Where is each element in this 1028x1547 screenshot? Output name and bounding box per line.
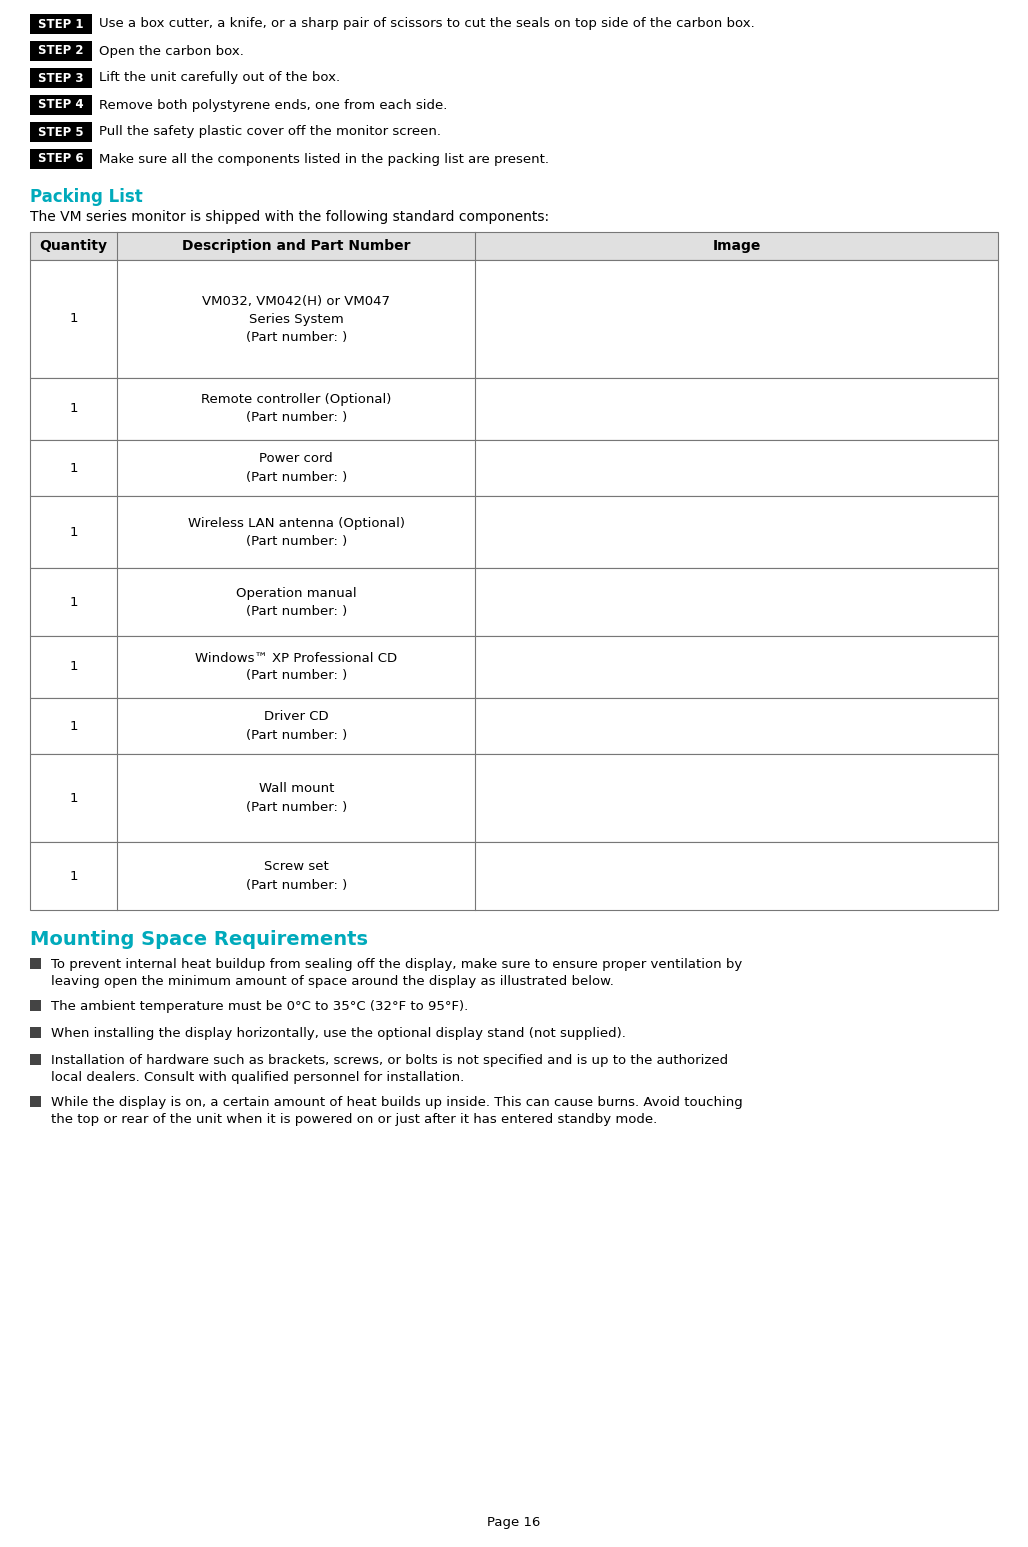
Text: Pull the safety plastic cover off the monitor screen.: Pull the safety plastic cover off the mo… [99, 125, 441, 139]
Text: STEP 5: STEP 5 [38, 125, 84, 139]
Bar [30, 1027, 41, 1038]
Text: Open the carbon box.: Open the carbon box. [99, 45, 244, 57]
Text: 1: 1 [69, 792, 78, 804]
Text: When installing the display horizontally, use the optional display stand (not su: When installing the display horizontally… [51, 1027, 626, 1040]
Text: To prevent internal heat buildup from sealing off the display, make sure to ensu: To prevent internal heat buildup from se… [51, 958, 742, 987]
Text: Image: Image [712, 238, 761, 254]
Text: STEP 3: STEP 3 [38, 71, 83, 85]
Text: 1: 1 [69, 596, 78, 608]
Text: STEP 6: STEP 6 [38, 153, 84, 166]
Text: 1: 1 [69, 461, 78, 475]
Text: Page 16: Page 16 [487, 1516, 541, 1528]
Text: Wall mount
(Part number: ): Wall mount (Part number: ) [246, 783, 346, 814]
Bar [30, 42, 91, 60]
Text: STEP 1: STEP 1 [38, 17, 83, 31]
Text: Wireless LAN antenna (Optional)
(Part number: ): Wireless LAN antenna (Optional) (Part nu… [188, 517, 405, 548]
Text: Quantity: Quantity [39, 238, 108, 254]
Text: The ambient temperature must be 0°C to 35°C (32°F to 95°F).: The ambient temperature must be 0°C to 3… [51, 999, 468, 1013]
Text: Power cord
(Part number: ): Power cord (Part number: ) [246, 453, 346, 484]
Bar [30, 958, 41, 968]
Bar [30, 1054, 41, 1064]
Text: 1: 1 [69, 661, 78, 673]
Text: The VM series monitor is shipped with the following standard components:: The VM series monitor is shipped with th… [30, 210, 549, 224]
Text: Use a box cutter, a knife, or a sharp pair of scissors to cut the seals on top s: Use a box cutter, a knife, or a sharp pa… [99, 17, 755, 31]
Bar [30, 636, 998, 698]
Bar [30, 14, 91, 34]
Text: 1: 1 [69, 719, 78, 732]
Bar [30, 842, 998, 910]
Text: Remote controller (Optional)
(Part number: ): Remote controller (Optional) (Part numbe… [201, 393, 392, 424]
Text: Description and Part Number: Description and Part Number [182, 238, 410, 254]
Bar [30, 753, 998, 842]
Bar [30, 497, 998, 568]
Text: Driver CD
(Part number: ): Driver CD (Part number: ) [246, 710, 346, 741]
Text: 1: 1 [69, 312, 78, 325]
Bar [30, 260, 998, 377]
Text: Packing List: Packing List [30, 189, 143, 206]
Bar [30, 68, 91, 88]
Text: Make sure all the components listed in the packing list are present.: Make sure all the components listed in t… [99, 153, 549, 166]
Bar [30, 232, 998, 260]
Text: Operation manual
(Part number: ): Operation manual (Part number: ) [235, 586, 357, 617]
Text: Remove both polystyrene ends, one from each side.: Remove both polystyrene ends, one from e… [99, 99, 447, 111]
Bar [30, 1095, 41, 1108]
Text: Mounting Space Requirements: Mounting Space Requirements [30, 930, 368, 948]
Bar [30, 122, 91, 142]
Bar [30, 698, 998, 753]
Text: Windows™ XP Professional CD
(Part number: ): Windows™ XP Professional CD (Part number… [195, 651, 397, 682]
Bar [30, 94, 91, 114]
Text: STEP 4: STEP 4 [38, 99, 84, 111]
Bar [30, 568, 998, 636]
Bar [30, 149, 91, 169]
Text: Screw set
(Part number: ): Screw set (Part number: ) [246, 860, 346, 891]
Bar [30, 377, 998, 439]
Text: STEP 2: STEP 2 [38, 45, 83, 57]
Text: VM032, VM042(H) or VM047
Series System
(Part number: ): VM032, VM042(H) or VM047 Series System (… [203, 294, 391, 343]
Text: 1: 1 [69, 402, 78, 416]
Text: 1: 1 [69, 526, 78, 538]
Text: 1: 1 [69, 869, 78, 882]
Text: Installation of hardware such as brackets, screws, or bolts is not specified and: Installation of hardware such as bracket… [51, 1054, 728, 1083]
Text: While the display is on, a certain amount of heat builds up inside. This can cau: While the display is on, a certain amoun… [51, 1095, 743, 1126]
Bar [30, 439, 998, 497]
Text: Lift the unit carefully out of the box.: Lift the unit carefully out of the box. [99, 71, 340, 85]
Bar [30, 999, 41, 1012]
